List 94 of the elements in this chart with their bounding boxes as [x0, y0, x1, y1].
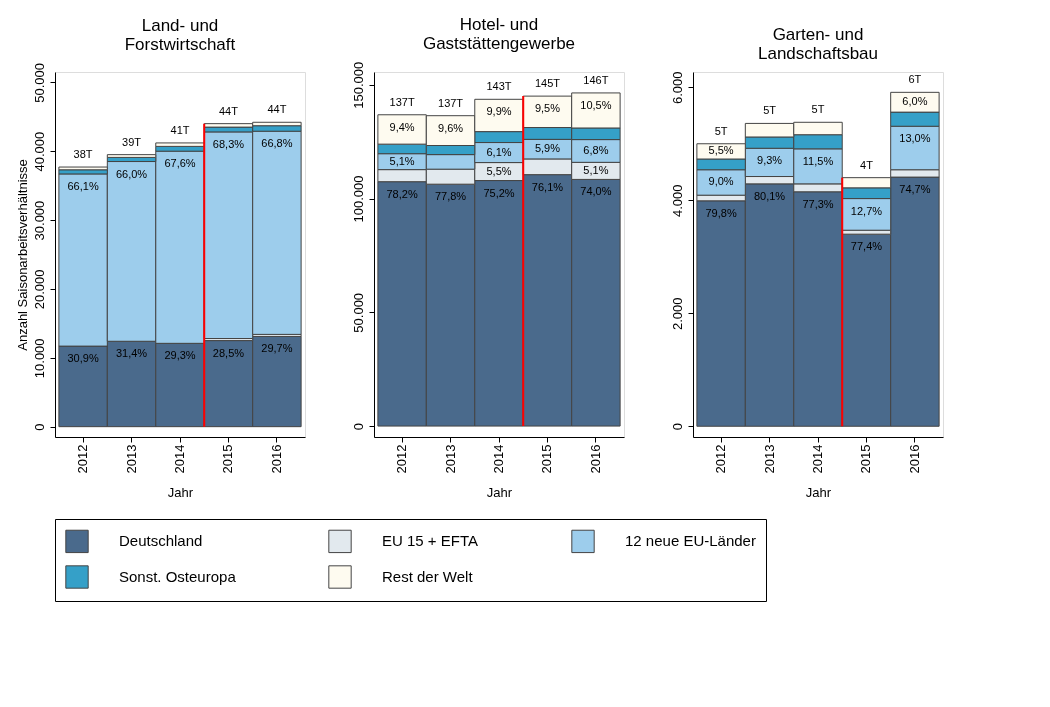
- annotation: 5,1%: [583, 163, 609, 176]
- y-tick-label: 50.000: [31, 62, 47, 103]
- chart-title: Hotel- und Gaststättengewerbe: [422, 15, 576, 54]
- annotation: 5,5%: [486, 164, 512, 177]
- legend-label: EU 15 + EFTA: [382, 532, 479, 550]
- x-tick-label: 2015: [220, 444, 236, 474]
- y-tick-label: 150.000: [350, 61, 366, 109]
- x-tick-label: 2012: [394, 444, 410, 474]
- annotation: 9,4%: [389, 120, 415, 133]
- y-tick-label: 0: [350, 422, 366, 431]
- annotation: 29,7%: [261, 342, 293, 355]
- annotation: 66,0%: [115, 167, 148, 180]
- total-label: 4T: [860, 158, 874, 171]
- annotation: 78,2%: [386, 187, 418, 200]
- annotation: 11,5%: [802, 154, 834, 167]
- x-tick-label: 2016: [587, 444, 603, 474]
- x-tick-label: 2012: [713, 444, 729, 474]
- annotation: 29,3%: [164, 349, 196, 362]
- annotation: 74,7%: [899, 183, 931, 196]
- y-tick-label: 30.000: [31, 200, 47, 241]
- total-label: 5T: [811, 103, 825, 116]
- annotation: 5,5%: [708, 144, 734, 157]
- y-tick-label: 10.000: [31, 338, 47, 379]
- annotation: 9,5%: [534, 102, 561, 115]
- annotation: 80,1%: [753, 189, 786, 202]
- annotation: 13,0%: [899, 132, 931, 145]
- total-label: 41T: [170, 123, 190, 136]
- total-label: 5T: [763, 104, 777, 117]
- y-axis-title: Anzahl Saisonarbeitsverhältnisse: [14, 159, 30, 351]
- annotation: 77,8%: [434, 190, 467, 203]
- total-label: 146T: [583, 73, 609, 86]
- annotation: 79,8%: [705, 206, 737, 219]
- annotation: 30,9%: [67, 352, 99, 365]
- legend-label: Rest der Welt: [382, 568, 474, 585]
- annotation: 6,0%: [902, 95, 928, 108]
- x-axis-title: Jahr: [805, 485, 832, 501]
- annotation: 76,1%: [531, 180, 564, 193]
- total-label: 39T: [122, 135, 142, 148]
- legend-label: Sonst. Osteuropa: [119, 568, 237, 585]
- x-tick-label: 2013: [761, 444, 777, 474]
- x-tick-label: 2014: [491, 444, 506, 474]
- total-label: 143T: [486, 80, 512, 93]
- y-tick-label: 6.000: [669, 71, 685, 105]
- total-label: 44T: [218, 104, 239, 117]
- y-tick-label: 2.000: [669, 297, 685, 331]
- annotation: 31,4%: [115, 347, 148, 360]
- y-tick-label: 4.000: [669, 184, 685, 218]
- x-tick-label: 2012: [75, 444, 91, 474]
- y-tick-label: 20.000: [31, 269, 47, 310]
- total-label: 5T: [714, 124, 728, 137]
- y-tick-label: 40.000: [31, 131, 47, 172]
- x-tick-label: 2016: [906, 444, 922, 474]
- annotation: 5,9%: [534, 142, 561, 155]
- y-tick-label: 0: [669, 423, 685, 431]
- total-label: 137T: [389, 95, 415, 108]
- legend-label: Deutschland: [119, 532, 203, 550]
- x-tick-label: 2015: [858, 444, 874, 474]
- annotation: 10,5%: [580, 98, 612, 111]
- annotation: 12,7%: [850, 204, 883, 217]
- chart-title: Garten- und Landschaftsbau: [757, 24, 879, 63]
- annotation: 74,0%: [580, 185, 612, 198]
- y-tick-label: 100.000: [350, 175, 366, 223]
- y-tick-label: 0: [31, 423, 47, 431]
- annotation: 28,5%: [212, 346, 245, 359]
- annotation: 9,3%: [757, 154, 783, 167]
- annotation: 6,1%: [486, 145, 512, 158]
- total-label: 38T: [73, 148, 93, 161]
- x-tick-label: 2013: [442, 444, 458, 474]
- x-tick-label: 2013: [123, 444, 139, 474]
- chart-title: Land- und Forstwirtschaft: [124, 16, 236, 55]
- y-tick-label: 50.000: [350, 292, 366, 333]
- annotation: 67,6%: [164, 157, 196, 170]
- total-label: 145T: [534, 77, 561, 90]
- x-tick-label: 2014: [810, 444, 825, 474]
- total-label: 6T: [908, 73, 922, 86]
- x-tick-label: 2014: [172, 444, 187, 474]
- annotation: 66,1%: [67, 179, 99, 192]
- annotation: 9,9%: [486, 105, 512, 118]
- x-axis-title: Jahr: [486, 485, 513, 501]
- annotation: 9,0%: [708, 175, 734, 188]
- legend-label: 12 neue EU-Länder: [625, 532, 756, 550]
- annotation: 6,8%: [583, 143, 609, 156]
- annotation: 77,3%: [802, 197, 834, 210]
- annotation: 9,6%: [438, 121, 464, 134]
- total-label: 137T: [438, 96, 464, 109]
- x-tick-label: 2015: [539, 444, 555, 474]
- annotation: 75,2%: [483, 186, 515, 199]
- annotation: 68,3%: [212, 137, 245, 150]
- x-axis-title: Jahr: [167, 485, 194, 501]
- total-label: 44T: [267, 103, 287, 116]
- x-tick-label: 2016: [268, 444, 284, 474]
- annotation: 5,1%: [389, 154, 415, 167]
- annotation: 66,8%: [261, 137, 293, 150]
- annotation: 77,4%: [850, 240, 883, 253]
